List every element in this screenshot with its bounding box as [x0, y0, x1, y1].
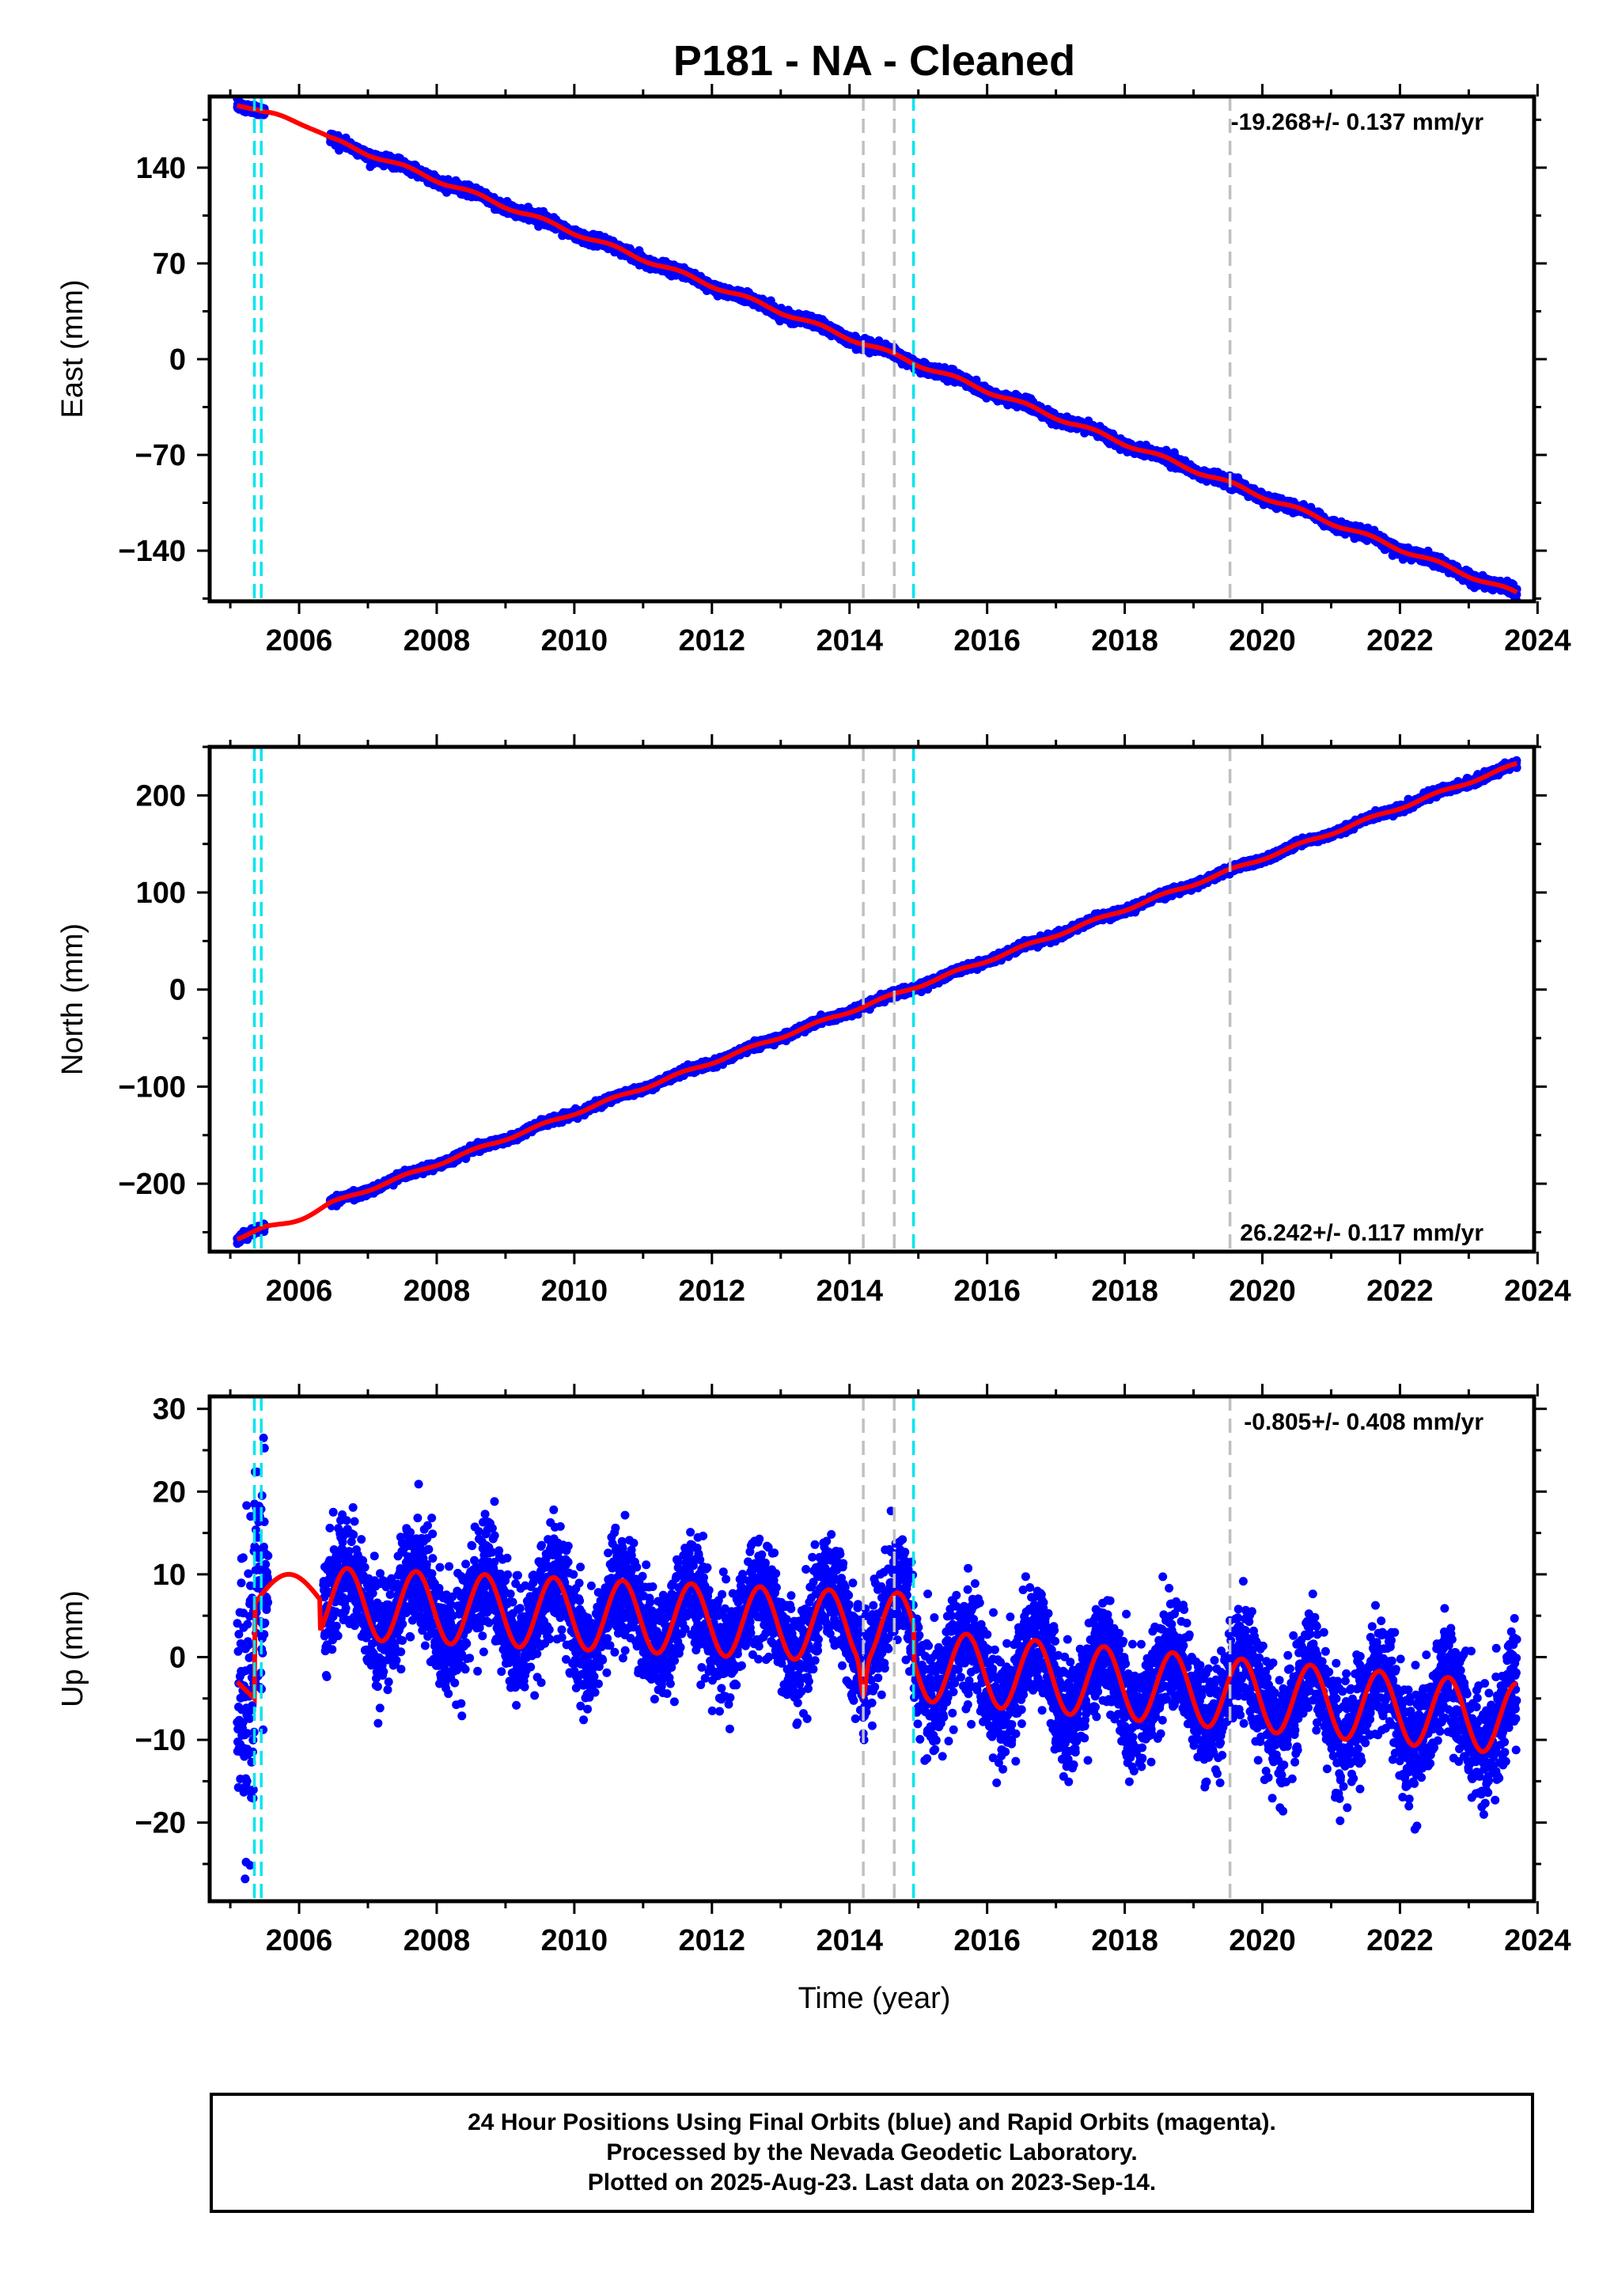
page-title: P181 - NA - Cleaned	[673, 37, 1076, 85]
east-plot-area	[233, 97, 1521, 601]
time-series-plots: 2006 2008 2010 2012 2014 2016 2018 2020 2022 2024…	[56, 84, 1571, 2015]
east-panel: 2006 2008 2010 2012 2014 2016 2018 2020 2022 2024…	[56, 84, 1571, 657]
